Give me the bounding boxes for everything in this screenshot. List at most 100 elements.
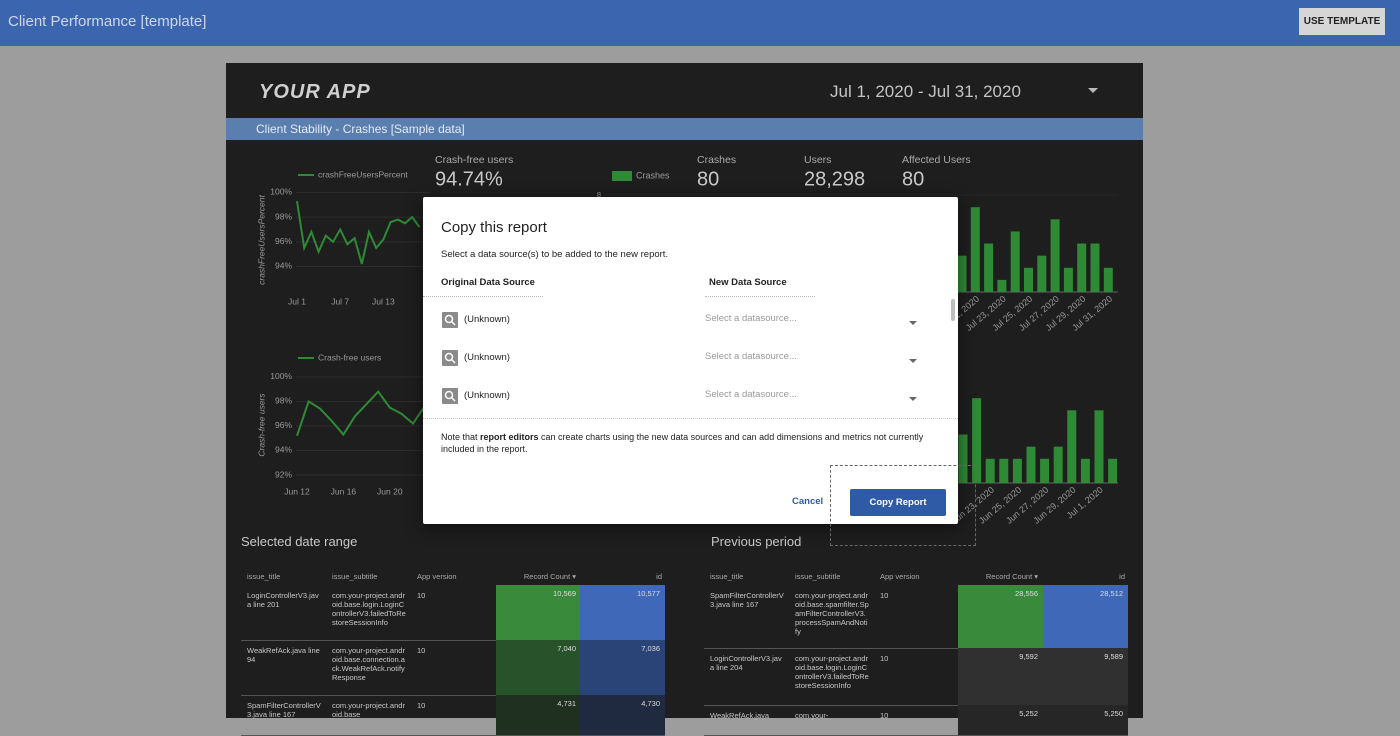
scorecard-label: Affected Users [902, 154, 971, 166]
heat-cell: 4,730 [580, 695, 665, 735]
datasource-select[interactable]: Select a datasource... [705, 389, 797, 400]
bar [1012, 458, 1022, 483]
datasource-select[interactable]: Select a datasource... [705, 351, 797, 362]
bar [1037, 255, 1047, 292]
section-title: Client Stability - Crashes [Sample data] [256, 122, 465, 136]
table-cell: WeakRefAck.java line 94 [247, 646, 320, 664]
use-template-button[interactable]: USE TEMPLATE [1299, 8, 1385, 35]
bar [957, 255, 967, 292]
heat-cell: 5,250 [1043, 705, 1128, 735]
top-bar: Client Performance [template] USE TEMPLA… [0, 0, 1400, 46]
app-name: YOUR APP [259, 81, 371, 103]
table-cell: com.your-project.android.base [332, 701, 405, 719]
table-title: Previous period [711, 534, 802, 549]
bar [1067, 410, 1077, 483]
heat-cell: 4,731 [496, 695, 581, 735]
column-header: App version [417, 572, 457, 581]
scorecard-value: 28,298 [804, 168, 865, 190]
row-divider [704, 648, 1128, 649]
cell-value: 5,250 [1104, 709, 1123, 718]
cell-value: 4,731 [557, 699, 576, 708]
scorecard-value: 80 [697, 168, 719, 190]
note-bold: report editors [480, 432, 539, 442]
copy-report-dialog: Copy this report Select a data source(s)… [423, 197, 958, 524]
x-tick-label: Jul 7 [331, 296, 349, 306]
dialog-title-text: Copy this report [441, 219, 547, 236]
note-text: Note that [441, 432, 481, 442]
y-tick-label: 100% [270, 187, 292, 197]
scrollbar[interactable] [951, 299, 955, 321]
x-tick-label: Jun 12 [284, 486, 310, 496]
table-cell: 10 [417, 646, 426, 655]
column-header: issue_subtitle [332, 572, 378, 581]
copy-report-button[interactable]: Copy Report [850, 489, 946, 516]
table-cell: 10 [417, 701, 426, 710]
table-cell: com.your-project.android.base.connection… [332, 646, 405, 682]
bar [1053, 446, 1063, 483]
column-header: id [1119, 572, 1125, 581]
date-range[interactable]: Jul 1, 2020 - Jul 31, 2020 [830, 82, 1021, 101]
table-cell: LoginControllerV3.java line 201 [247, 591, 319, 609]
arrow-glyph [909, 321, 917, 325]
column-header: issue_title [710, 572, 744, 581]
y-tick-label: 94% [275, 261, 292, 271]
arrow-glyph [909, 359, 917, 363]
x-tick-label: Jun 16 [331, 486, 357, 496]
datasource-name: (Unknown) [464, 314, 510, 325]
select-arrow[interactable] [909, 318, 917, 329]
cell-value: 9,589 [1104, 652, 1123, 661]
y-tick-label: 94% [275, 445, 292, 455]
legend-label: Crash-free users [318, 352, 381, 362]
cell-value: 5,252 [1019, 709, 1038, 718]
cell-value: 9,592 [1019, 652, 1038, 661]
legend-label: crashFreeUsersPercent [318, 169, 408, 179]
y-tick-label: 98% [275, 211, 292, 221]
datasource-select[interactable]: Select a datasource... [705, 313, 797, 324]
cell-value: 28,512 [1100, 589, 1123, 598]
y-tick-label: 98% [275, 396, 292, 406]
table-cell: LoginControllerV3.java line 204 [710, 654, 782, 672]
legend-swatch [612, 171, 632, 181]
column-header: issue_subtitle [795, 572, 841, 581]
table-cell: com.your- [795, 711, 829, 720]
line-series [296, 200, 421, 265]
cell-value: 7,036 [641, 644, 660, 653]
divider [705, 296, 815, 297]
cell-value: 10,569 [553, 589, 576, 598]
bar [1040, 458, 1050, 483]
x-tick-label: Jul 1 [288, 296, 306, 306]
table-cell: 10 [880, 654, 889, 663]
bar [999, 458, 1009, 483]
table-cell: SpamFilterControllerV3.java line 167 [710, 591, 784, 609]
dialog-subtitle: Select a data source(s) to be added to t… [441, 249, 669, 260]
arrow-glyph [909, 397, 917, 401]
focus-highlight [830, 465, 976, 546]
row-divider [241, 695, 665, 696]
dialog-title: Copy this report [441, 219, 547, 236]
select-arrow[interactable] [909, 356, 917, 367]
scorecard-label: Crash-free users [435, 154, 513, 166]
scorecard-value: 80 [902, 168, 924, 190]
bar [1090, 243, 1100, 292]
icon-glyph [444, 314, 456, 326]
dropdown-arrow[interactable] [1088, 88, 1098, 94]
select-arrow[interactable] [909, 394, 917, 405]
bar [1103, 267, 1113, 292]
heat-cell: 9,592 [958, 648, 1043, 705]
y-tick-label: 96% [275, 420, 292, 430]
cell-value: 10,577 [637, 589, 660, 598]
divider [423, 418, 958, 419]
heat-cell: 28,556 [958, 585, 1043, 648]
row-divider [704, 705, 1128, 706]
icon-glyph [444, 352, 456, 364]
bar [1063, 267, 1073, 292]
table-cell: 10 [880, 591, 889, 600]
table-cell: 10 [880, 711, 889, 720]
datasource-icon [442, 388, 458, 404]
x-tick-label: Jun 20 [377, 486, 403, 496]
cancel-button[interactable]: Cancel [792, 496, 824, 507]
cell-value: 7,040 [557, 644, 576, 653]
y-tick-label: 96% [275, 236, 292, 246]
column-header: App version [880, 572, 920, 581]
